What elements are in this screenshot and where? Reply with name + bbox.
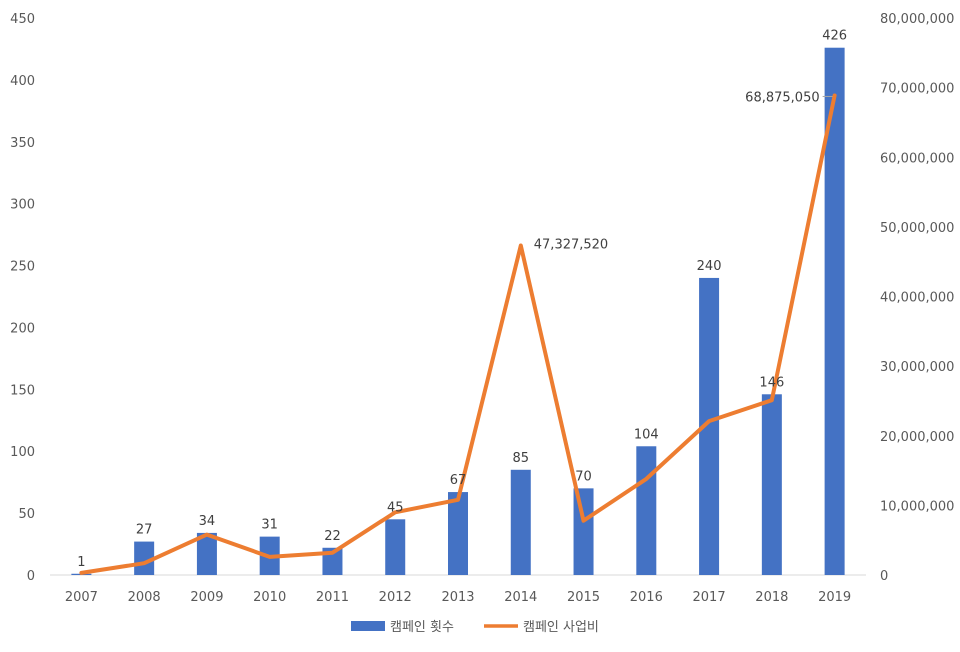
left-axis: 0 50 100 150 200 250 300 350 400 450 — [10, 12, 35, 584]
x-tick-label: 2016 — [630, 590, 663, 605]
x-tick-label: 2008 — [128, 590, 161, 605]
bar-data-label: 27 — [136, 523, 153, 538]
bar — [448, 492, 468, 575]
x-tick-label: 2009 — [190, 590, 223, 605]
x-tick-label: 2019 — [818, 590, 851, 605]
bar — [636, 446, 657, 575]
y-right-tick-label: 30,000,000 — [880, 360, 954, 375]
y-right-tick-label: 70,000,000 — [880, 82, 954, 97]
y-left-tick-label: 450 — [10, 12, 35, 27]
bar-data-label: 104 — [634, 427, 659, 442]
y-left-tick-label: 300 — [10, 198, 35, 213]
x-tick-label: 2011 — [316, 590, 349, 605]
y-right-tick-label: 50,000,000 — [880, 221, 954, 236]
bar-data-label: 45 — [387, 500, 404, 515]
line-data-label: 68,875,050 — [745, 90, 819, 105]
bar-data-label: 70 — [575, 469, 592, 484]
bar — [510, 469, 531, 575]
x-tick-label: 2012 — [379, 590, 412, 605]
bar-data-label: 146 — [759, 375, 784, 390]
bar-data-label: 1 — [77, 555, 85, 570]
y-left-tick-label: 250 — [10, 260, 35, 275]
line-data-labels: 47,327,520 68,875,050 — [534, 90, 833, 252]
legend-bar-swatch — [351, 621, 385, 631]
bar — [761, 394, 782, 575]
bar — [573, 488, 594, 575]
line-series — [79, 93, 837, 575]
bar — [824, 47, 845, 575]
x-tick-label: 2018 — [755, 590, 788, 605]
bar-data-label: 240 — [697, 259, 722, 274]
bar — [385, 519, 406, 575]
bar-data-label: 85 — [512, 451, 529, 466]
y-left-tick-label: 400 — [10, 74, 35, 89]
x-tick-label: 2015 — [567, 590, 600, 605]
legend-bar-label: 캠페인 횟수 — [390, 620, 454, 635]
y-right-tick-label: 10,000,000 — [880, 499, 954, 514]
right-axis: 0 10,000,000 20,000,000 30,000,000 40,000,00… — [880, 12, 954, 584]
bar — [699, 277, 720, 575]
x-tick-label: 2013 — [441, 590, 474, 605]
y-right-tick-label: 40,000,000 — [880, 291, 954, 306]
x-tick-label: 2017 — [693, 590, 726, 605]
line-data-label: 47,327,520 — [534, 237, 608, 252]
legend: 캠페인 횟수 캠페인 사업비 — [351, 620, 599, 635]
bar-data-label: 22 — [324, 529, 341, 544]
bar-data-label: 67 — [450, 473, 467, 488]
series-line — [79, 93, 837, 575]
y-left-tick-label: 50 — [18, 507, 35, 522]
bar-data-label: 34 — [199, 514, 216, 529]
bar-series — [71, 47, 845, 575]
y-left-tick-label: 0 — [27, 569, 35, 584]
x-tick-label: 2010 — [253, 590, 286, 605]
bar-data-label: 31 — [261, 518, 278, 533]
y-left-tick-label: 100 — [10, 445, 35, 460]
y-right-tick-label: 80,000,000 — [880, 12, 954, 27]
y-left-tick-label: 350 — [10, 136, 35, 151]
y-left-tick-label: 200 — [10, 321, 35, 336]
y-right-tick-label: 60,000,000 — [880, 151, 954, 166]
bar — [196, 532, 217, 575]
y-right-tick-label: 20,000,000 — [880, 430, 954, 445]
bar — [134, 541, 155, 575]
x-tick-label: 2014 — [504, 590, 537, 605]
bar-data-label: 426 — [822, 29, 847, 44]
legend-line-label: 캠페인 사업비 — [523, 620, 599, 635]
y-right-tick-label: 0 — [880, 569, 888, 584]
bar-data-labels: 1 27 34 31 22 45 67 85 70 104 240 146 426 — [77, 29, 847, 570]
x-axis: 2007 2008 2009 2010 2011 2012 2013 2014 2015 2016… — [65, 590, 851, 605]
x-tick-label: 2007 — [65, 590, 98, 605]
y-left-tick-label: 150 — [10, 383, 35, 398]
